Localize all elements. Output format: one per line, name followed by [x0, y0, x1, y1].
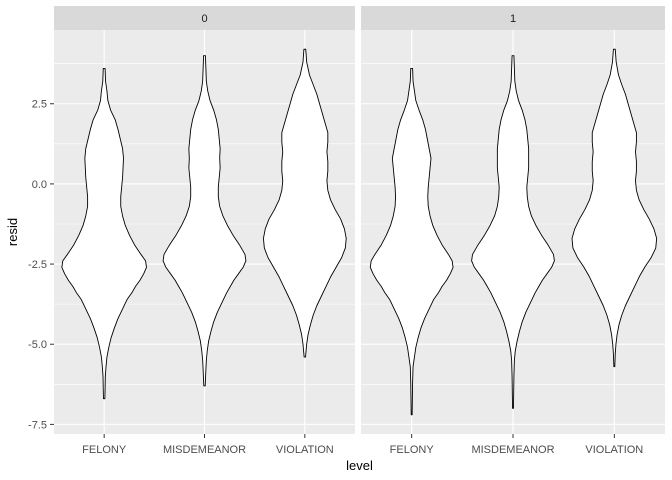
- x-axis-title: level: [346, 458, 373, 473]
- facet-strip-1: [361, 6, 665, 30]
- facet-panel-0: 0: [54, 6, 355, 434]
- y-tick-label: -7.5: [28, 419, 47, 431]
- violin-misdemeanor-facet-0: [162, 55, 247, 387]
- x-tick-label-violation: VIOLATION: [585, 444, 643, 456]
- facet-strip-0: [54, 6, 355, 30]
- y-tick-label: -5.0: [28, 339, 47, 351]
- violins-group-1: [369, 48, 658, 416]
- y-tick-label: 2.5: [32, 99, 47, 111]
- facet-strip-label-0: 0: [201, 13, 207, 25]
- violin-felony-facet-1: [369, 68, 454, 416]
- y-axis: 2.5 0.0 -2.5 -5.0 -7.5: [28, 99, 54, 431]
- x-tick-label-felony: FELONY: [390, 444, 435, 456]
- y-tick-label: -2.5: [28, 259, 47, 271]
- violins-group-0: [61, 48, 347, 400]
- y-tick-label: 0.0: [32, 179, 47, 191]
- facet-panel-1: 1: [361, 6, 665, 434]
- violin-misdemeanor-facet-1: [471, 55, 555, 409]
- x-tick-label-violation: VIOLATION: [276, 444, 334, 456]
- y-axis-title: resid: [5, 218, 20, 246]
- violin-felony-facet-0: [61, 68, 147, 400]
- facet-strip-label-1: 1: [510, 13, 516, 25]
- x-axis: FELONY MISDEMEANOR VIOLATION FELONY MISDEMEA…: [82, 434, 643, 456]
- x-tick-label-misdemeanor: MISDEMEANOR: [471, 444, 554, 456]
- x-tick-label-felony: FELONY: [82, 444, 127, 456]
- violin-violation-facet-0: [262, 48, 347, 358]
- violin-violation-facet-1: [571, 48, 658, 368]
- x-tick-label-misdemeanor: MISDEMEANOR: [163, 444, 246, 456]
